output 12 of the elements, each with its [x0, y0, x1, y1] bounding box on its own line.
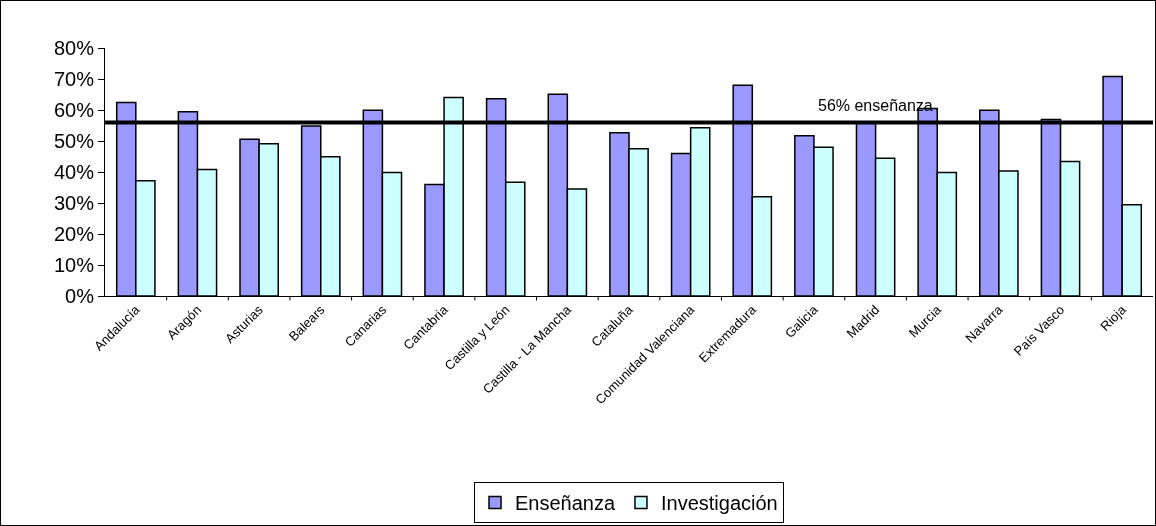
ref-line-label: 56% enseñanza — [818, 97, 933, 114]
y-tick-label: 20% — [53, 223, 95, 245]
y-tick-label: 70% — [53, 68, 95, 90]
legend-label: Enseñanza — [515, 492, 616, 515]
y-tick-label: 60% — [53, 99, 95, 121]
y-tick-label: 50% — [53, 130, 95, 152]
y-tick-label: 0% — [65, 285, 95, 307]
y-tick-label: 30% — [53, 192, 95, 214]
y-tick-label: 40% — [53, 161, 95, 183]
y-tick-label: 80% — [53, 37, 95, 59]
legend-label: Investigación — [660, 492, 778, 515]
y-tick-label: 10% — [53, 254, 95, 276]
